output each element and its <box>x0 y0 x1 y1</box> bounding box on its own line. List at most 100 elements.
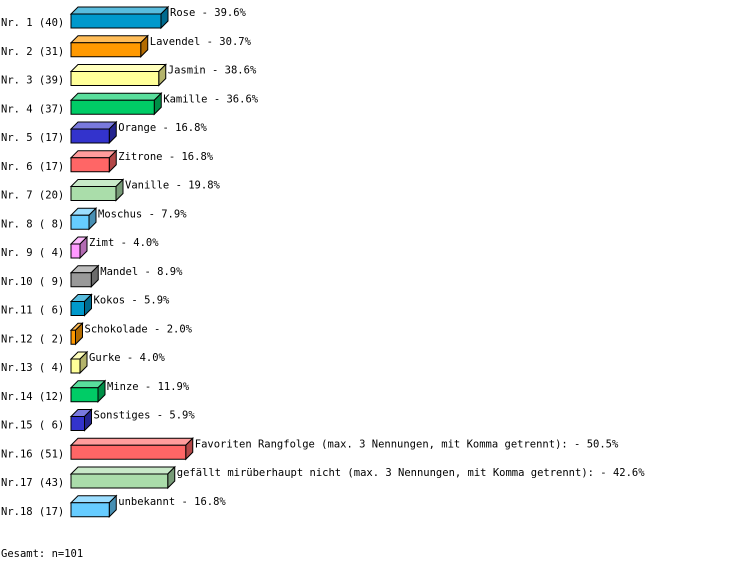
row-label: Nr.14 (12) <box>1 391 64 403</box>
row-label: Nr. 1 (40) <box>1 17 64 29</box>
row-label: Nr.18 (17) <box>1 506 64 518</box>
bar <box>70 71 160 86</box>
percent: 5.9% <box>144 295 170 307</box>
row-label: Nr. 5 (17) <box>1 132 64 144</box>
row-label: Nr. 7 (20) <box>1 190 64 202</box>
category-name: gefällt mirüberhaupt nicht (max. 3 Nennu… <box>177 467 594 479</box>
value-label: unbekannt - 16.8% <box>118 496 226 508</box>
separator: - <box>163 151 182 163</box>
row-label: Nr. 2 (31) <box>1 46 64 58</box>
separator: - <box>114 237 133 249</box>
bar <box>70 99 155 115</box>
separator: - <box>148 323 167 335</box>
category-name: Schokolade <box>85 323 148 335</box>
value-label: gefällt mirüberhaupt nicht (max. 3 Nennu… <box>177 467 645 479</box>
separator: - <box>206 65 225 77</box>
bar-top <box>69 179 125 187</box>
row-label: Nr. 8 ( 8) <box>1 218 64 230</box>
separator: - <box>175 496 194 508</box>
percent: 19.8% <box>188 180 220 192</box>
value-label: Kokos - 5.9% <box>94 295 171 307</box>
bar <box>70 243 81 259</box>
separator: - <box>208 93 227 105</box>
separator: - <box>125 295 144 307</box>
separator: - <box>195 7 214 19</box>
percent: 11.9% <box>158 381 190 393</box>
separator: - <box>594 467 613 479</box>
row-label: Nr.10 ( 9) <box>1 276 64 288</box>
separator: - <box>150 410 169 422</box>
bar <box>70 329 76 345</box>
percent: 36.6% <box>226 93 258 105</box>
bar-top <box>69 495 118 504</box>
separator: - <box>138 266 157 278</box>
value-label: Zitrone - 16.8% <box>118 151 214 163</box>
bar-top <box>69 437 194 446</box>
category-name: Moschus <box>98 208 142 220</box>
row-label: Nr. 6 (17) <box>1 161 64 173</box>
value-label: Rose - 39.6% <box>170 7 247 19</box>
percent: 8.9% <box>157 266 183 278</box>
value-label: Schokolade - 2.0% <box>85 323 193 335</box>
row-label: Nr.15 ( 6) <box>1 420 64 432</box>
category-name: Zimt <box>89 237 114 249</box>
value-label: Sonstiges - 5.9% <box>94 410 196 422</box>
category-name: Sonstiges <box>94 410 151 422</box>
percent: 16.8% <box>175 122 207 134</box>
bar-top <box>69 150 118 159</box>
value-label: Lavendel - 30.7% <box>150 36 252 48</box>
value-label: Minze - 11.9% <box>107 381 190 393</box>
row-label: Nr.11 ( 6) <box>1 305 64 317</box>
category-name: Mandel <box>100 266 138 278</box>
row-label: Nr.13 ( 4) <box>1 362 64 374</box>
percent: 30.7% <box>219 36 251 48</box>
percent: 39.6% <box>214 7 246 19</box>
separator: - <box>156 122 175 134</box>
value-label: Moschus - 7.9% <box>98 208 187 220</box>
separator: - <box>121 352 140 364</box>
bar-top <box>69 121 118 130</box>
percent: 16.8% <box>194 496 226 508</box>
bar-top <box>69 6 170 15</box>
bar <box>70 473 169 489</box>
row-label: Nr.17 (43) <box>1 477 64 489</box>
percent: 4.0% <box>133 237 159 249</box>
value-label: Zimt - 4.0% <box>89 237 159 249</box>
separator: - <box>200 36 219 48</box>
bar <box>70 416 85 431</box>
bar <box>70 387 99 403</box>
bar <box>70 444 187 460</box>
value-label: Mandel - 8.9% <box>100 266 183 278</box>
bar <box>70 358 81 374</box>
value-label: Jasmin - 38.6% <box>168 65 257 77</box>
category-name: Kokos <box>94 295 126 307</box>
separator: - <box>139 381 158 393</box>
bar <box>70 42 142 58</box>
total-count: Gesamt: n=101 <box>1 548 84 560</box>
separator: - <box>169 180 188 192</box>
category-name: Zitrone <box>118 151 162 163</box>
bar <box>70 301 85 316</box>
bar <box>70 214 90 230</box>
category-name: Minze <box>107 381 139 393</box>
bar-top <box>69 64 167 72</box>
bar-top <box>69 35 149 44</box>
percent: 50.5% <box>587 438 619 450</box>
percent: 4.0% <box>140 352 166 364</box>
bar <box>70 128 110 144</box>
category-name: Gurke <box>89 352 121 364</box>
bar <box>70 157 110 173</box>
value-label: Orange - 16.8% <box>118 122 207 134</box>
row-label: Nr. 4 (37) <box>1 103 64 115</box>
percent: 7.9% <box>161 208 187 220</box>
bar-top <box>69 466 176 475</box>
percent: 42.6% <box>613 467 645 479</box>
row-label: Nr. 9 ( 4) <box>1 247 64 259</box>
category-name: Favoriten Rangfolge (max. 3 Nennungen, m… <box>195 438 568 450</box>
value-label: Favoriten Rangfolge (max. 3 Nennungen, m… <box>195 438 619 450</box>
bar <box>70 13 162 29</box>
percent: 5.9% <box>169 410 195 422</box>
bar <box>70 502 110 518</box>
category-name: Orange <box>118 122 156 134</box>
